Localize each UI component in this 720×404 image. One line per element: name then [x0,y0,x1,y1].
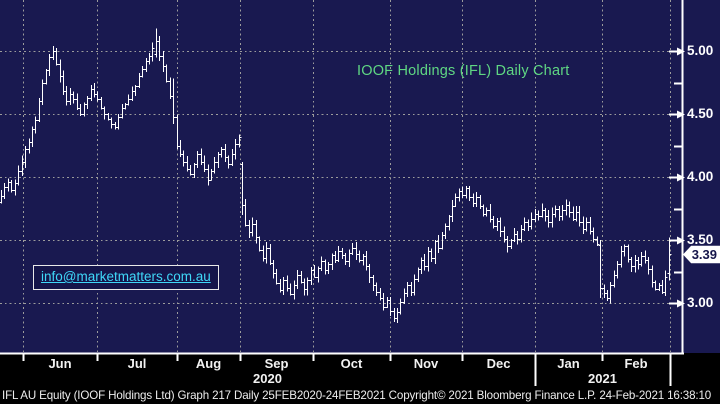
x-axis-year-label: 2020 [253,371,282,386]
x-axis-month-label: Aug [195,356,222,371]
x-axis-month-label: Oct [340,356,363,371]
watermark-email-text: info@marketmatters.com.au [41,269,211,284]
x-axis-month-label: Dec [486,356,511,371]
status-bar: IFL AU Equity (IOOF Holdings Ltd) Graph … [0,388,720,404]
chart-title: IOOF Holdings (IFL) Daily Chart [357,63,570,79]
x-axis-month-label: Jan [557,356,580,371]
x-axis-month-label: Sep [264,356,289,371]
x-axis-month-label: Jul [127,356,147,371]
last-price-tag: 3.39 [683,245,720,264]
x-axis-month-label: Jun [48,356,72,371]
x-axis-month-label: Feb [624,356,648,371]
y-axis-tick-label: 4.50 [687,106,714,121]
y-axis-tick-label: 3.00 [687,295,714,310]
y-axis-tick-label: 3.50 [687,232,714,247]
y-axis-tick-label: 4.00 [687,169,714,184]
watermark-box: info@marketmatters.com.au [33,265,219,290]
last-price-value: 3.39 [691,247,717,262]
x-axis-month-label: Nov [413,356,439,371]
x-axis-year-label: 2021 [588,371,617,386]
y-axis-tick-label: 5.00 [687,43,714,58]
